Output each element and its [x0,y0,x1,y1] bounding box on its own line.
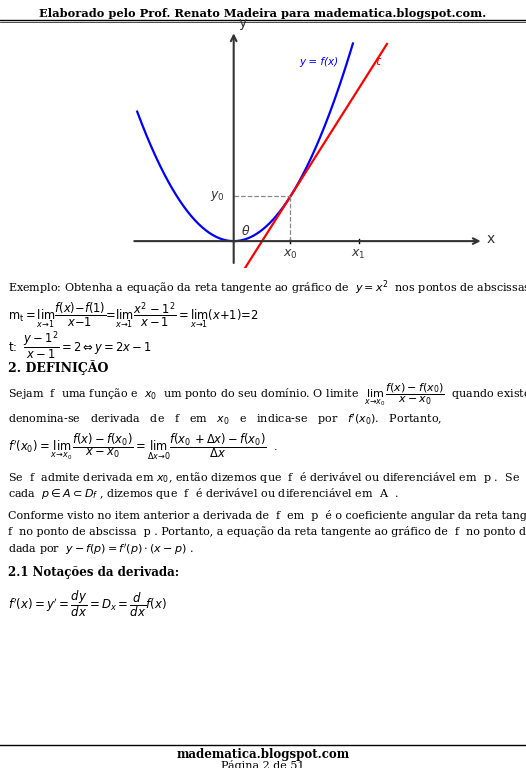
Text: Se  f  admite derivada em $x_0$, então dizemos que  f  é derivável ou diferenciá: Se f admite derivada em $x_0$, então diz… [8,470,526,485]
Text: madematica.blogspot.com: madematica.blogspot.com [176,748,350,761]
Text: $f'(x_0) = \lim_{x \to x_0} \dfrac{f(x)-f(x_0)}{x-x_0} = \lim_{\Delta x \to 0}\d: $f'(x_0) = \lim_{x \to x_0} \dfrac{f(x)-… [8,432,278,462]
Text: $x_0$: $x_0$ [283,248,298,261]
Text: Conforme visto no item anterior a derivada de  f  em  p  é o coeficiente angular: Conforme visto no item anterior a deriva… [8,510,526,521]
Text: $f'(x) = y' = \dfrac{dy}{dx} = D_x = \dfrac{d}{dx} f(x)$: $f'(x) = y' = \dfrac{dy}{dx} = D_x = \df… [8,588,167,619]
Text: 2.1 Notações da derivada:: 2.1 Notações da derivada: [8,566,179,579]
Text: denomina-se   derivada   de   f   em   $x_0$   e   indica-se   por   $f'(x_0)$. : denomina-se derivada de f em $x_0$ e ind… [8,412,442,427]
Text: y = f(x): y = f(x) [299,57,338,67]
Text: $\mathrm{m_t} = \lim_{x \to 1} \dfrac{f(x)-f(1)}{x-1} = \lim_{x \to 1} \dfrac{x^: $\mathrm{m_t} = \lim_{x \to 1} \dfrac{f(… [8,300,258,330]
Text: cada  $p \in A \subset D_f$ , dizemos que  f  é derivável ou diferenciável em  A: cada $p \in A \subset D_f$ , dizemos que… [8,486,399,501]
Text: x: x [487,232,494,246]
Text: f  no ponto de abscissa  p . Portanto, a equação da reta tangente ao gráfico de : f no ponto de abscissa p . Portanto, a e… [8,526,526,537]
Text: Exemplo: Obtenha a equação da reta tangente ao gráfico de  $y=x^2$  nos pontos d: Exemplo: Obtenha a equação da reta tange… [8,278,526,296]
Text: dada por  $y - f(p) = f'(p) \cdot (x-p)$ .: dada por $y - f(p) = f'(p) \cdot (x-p)$ … [8,542,194,557]
Text: Sejam  f  uma função e  $x_0$  um ponto do seu domínio. O limite  $\lim_{x \to x: Sejam f uma função e $x_0$ um ponto do s… [8,382,526,409]
Text: t: t [376,55,380,68]
Text: t:  $\dfrac{y-1^2}{x-1} = 2 \Leftrightarrow y = 2x-1$: t: $\dfrac{y-1^2}{x-1} = 2 \Leftrightarr… [8,330,152,362]
Text: $y_0$: $y_0$ [210,189,225,204]
Text: Página 2 de 51: Página 2 de 51 [221,760,305,768]
Text: y: y [238,15,247,30]
Text: $\theta$: $\theta$ [241,224,251,238]
Text: 2. DEFINIÇÃO: 2. DEFINIÇÃO [8,360,108,375]
Text: $x_1$: $x_1$ [351,248,366,261]
Text: Elaborado pelo Prof. Renato Madeira para madematica.blogspot.com.: Elaborado pelo Prof. Renato Madeira para… [39,8,487,19]
